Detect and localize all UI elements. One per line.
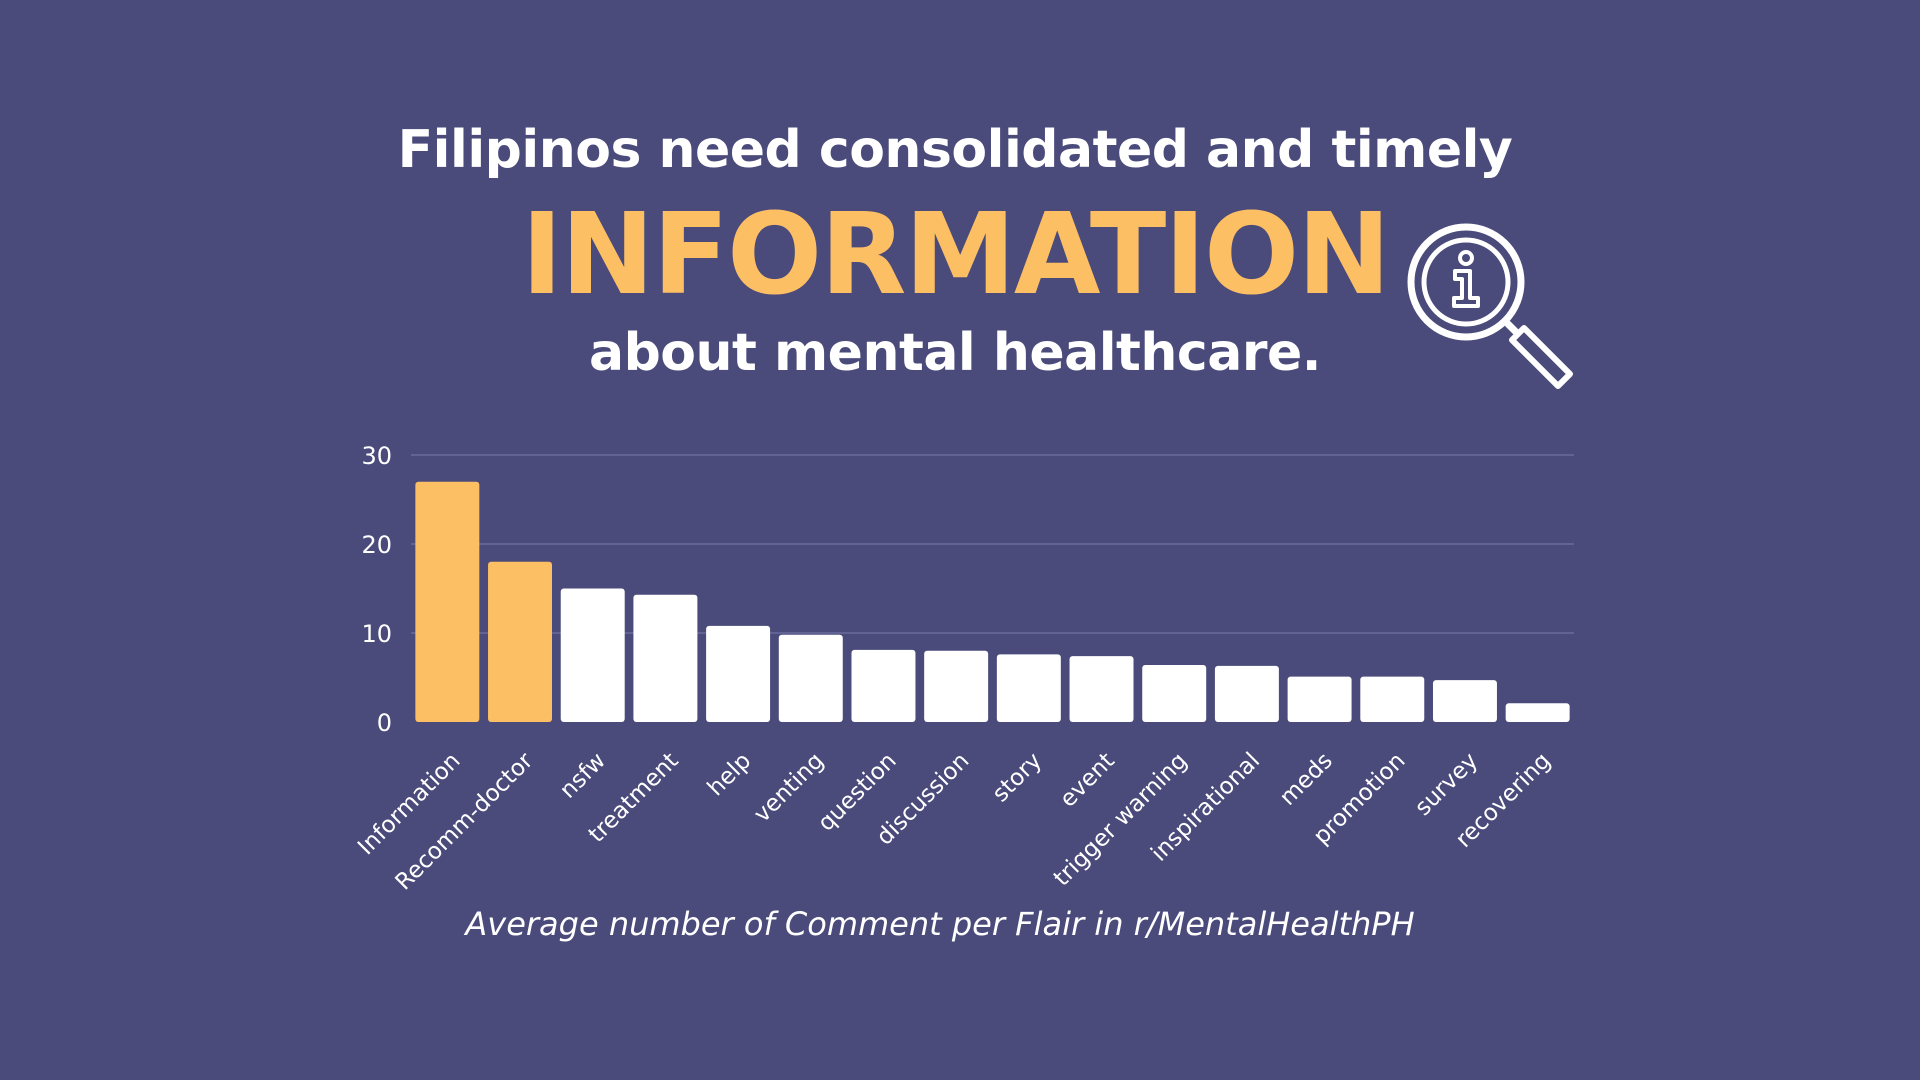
chart-caption: Average number of Comment per Flair in r… — [465, 905, 1415, 943]
bar-meds — [1287, 676, 1352, 722]
headline-line1: Filipinos need consolidated and timely — [397, 120, 1513, 180]
headline-keyword: INFORMATION — [521, 190, 1391, 320]
bar-question — [851, 649, 916, 722]
x-tick-label: event — [1055, 748, 1120, 813]
x-tick-label: Recomm-doctor — [391, 747, 539, 895]
y-tick-label: 30 — [361, 442, 392, 470]
bar-nsfw — [560, 588, 625, 722]
info-magnifier-icon — [1398, 218, 1598, 398]
bar-recomm-doctor — [488, 561, 553, 722]
bar-venting — [778, 634, 843, 722]
bar-survey — [1432, 680, 1497, 722]
x-tick-label: story — [988, 748, 1047, 807]
bar-help — [706, 625, 771, 722]
bar-recovering — [1505, 703, 1570, 722]
y-tick-label: 10 — [361, 620, 392, 648]
x-tick-label: help — [703, 748, 757, 802]
bar-promotion — [1360, 676, 1425, 722]
y-tick-label: 20 — [361, 531, 392, 559]
bar-information — [415, 481, 480, 722]
bar-event — [1069, 656, 1134, 722]
x-tick-label: survey — [1410, 748, 1483, 821]
y-tick-label: 0 — [377, 709, 392, 737]
bar-trigger-warning — [1142, 665, 1207, 722]
bar-discussion — [924, 650, 989, 722]
bar-treatment — [633, 594, 698, 722]
bar-inspirational — [1214, 665, 1279, 722]
x-tick-label: nsfw — [555, 748, 611, 804]
bar-story — [996, 654, 1061, 722]
x-tick-label: trigger warning — [1049, 748, 1193, 892]
x-tick-label: meds — [1275, 748, 1338, 811]
headline-line3: about mental healthcare. — [588, 323, 1322, 383]
